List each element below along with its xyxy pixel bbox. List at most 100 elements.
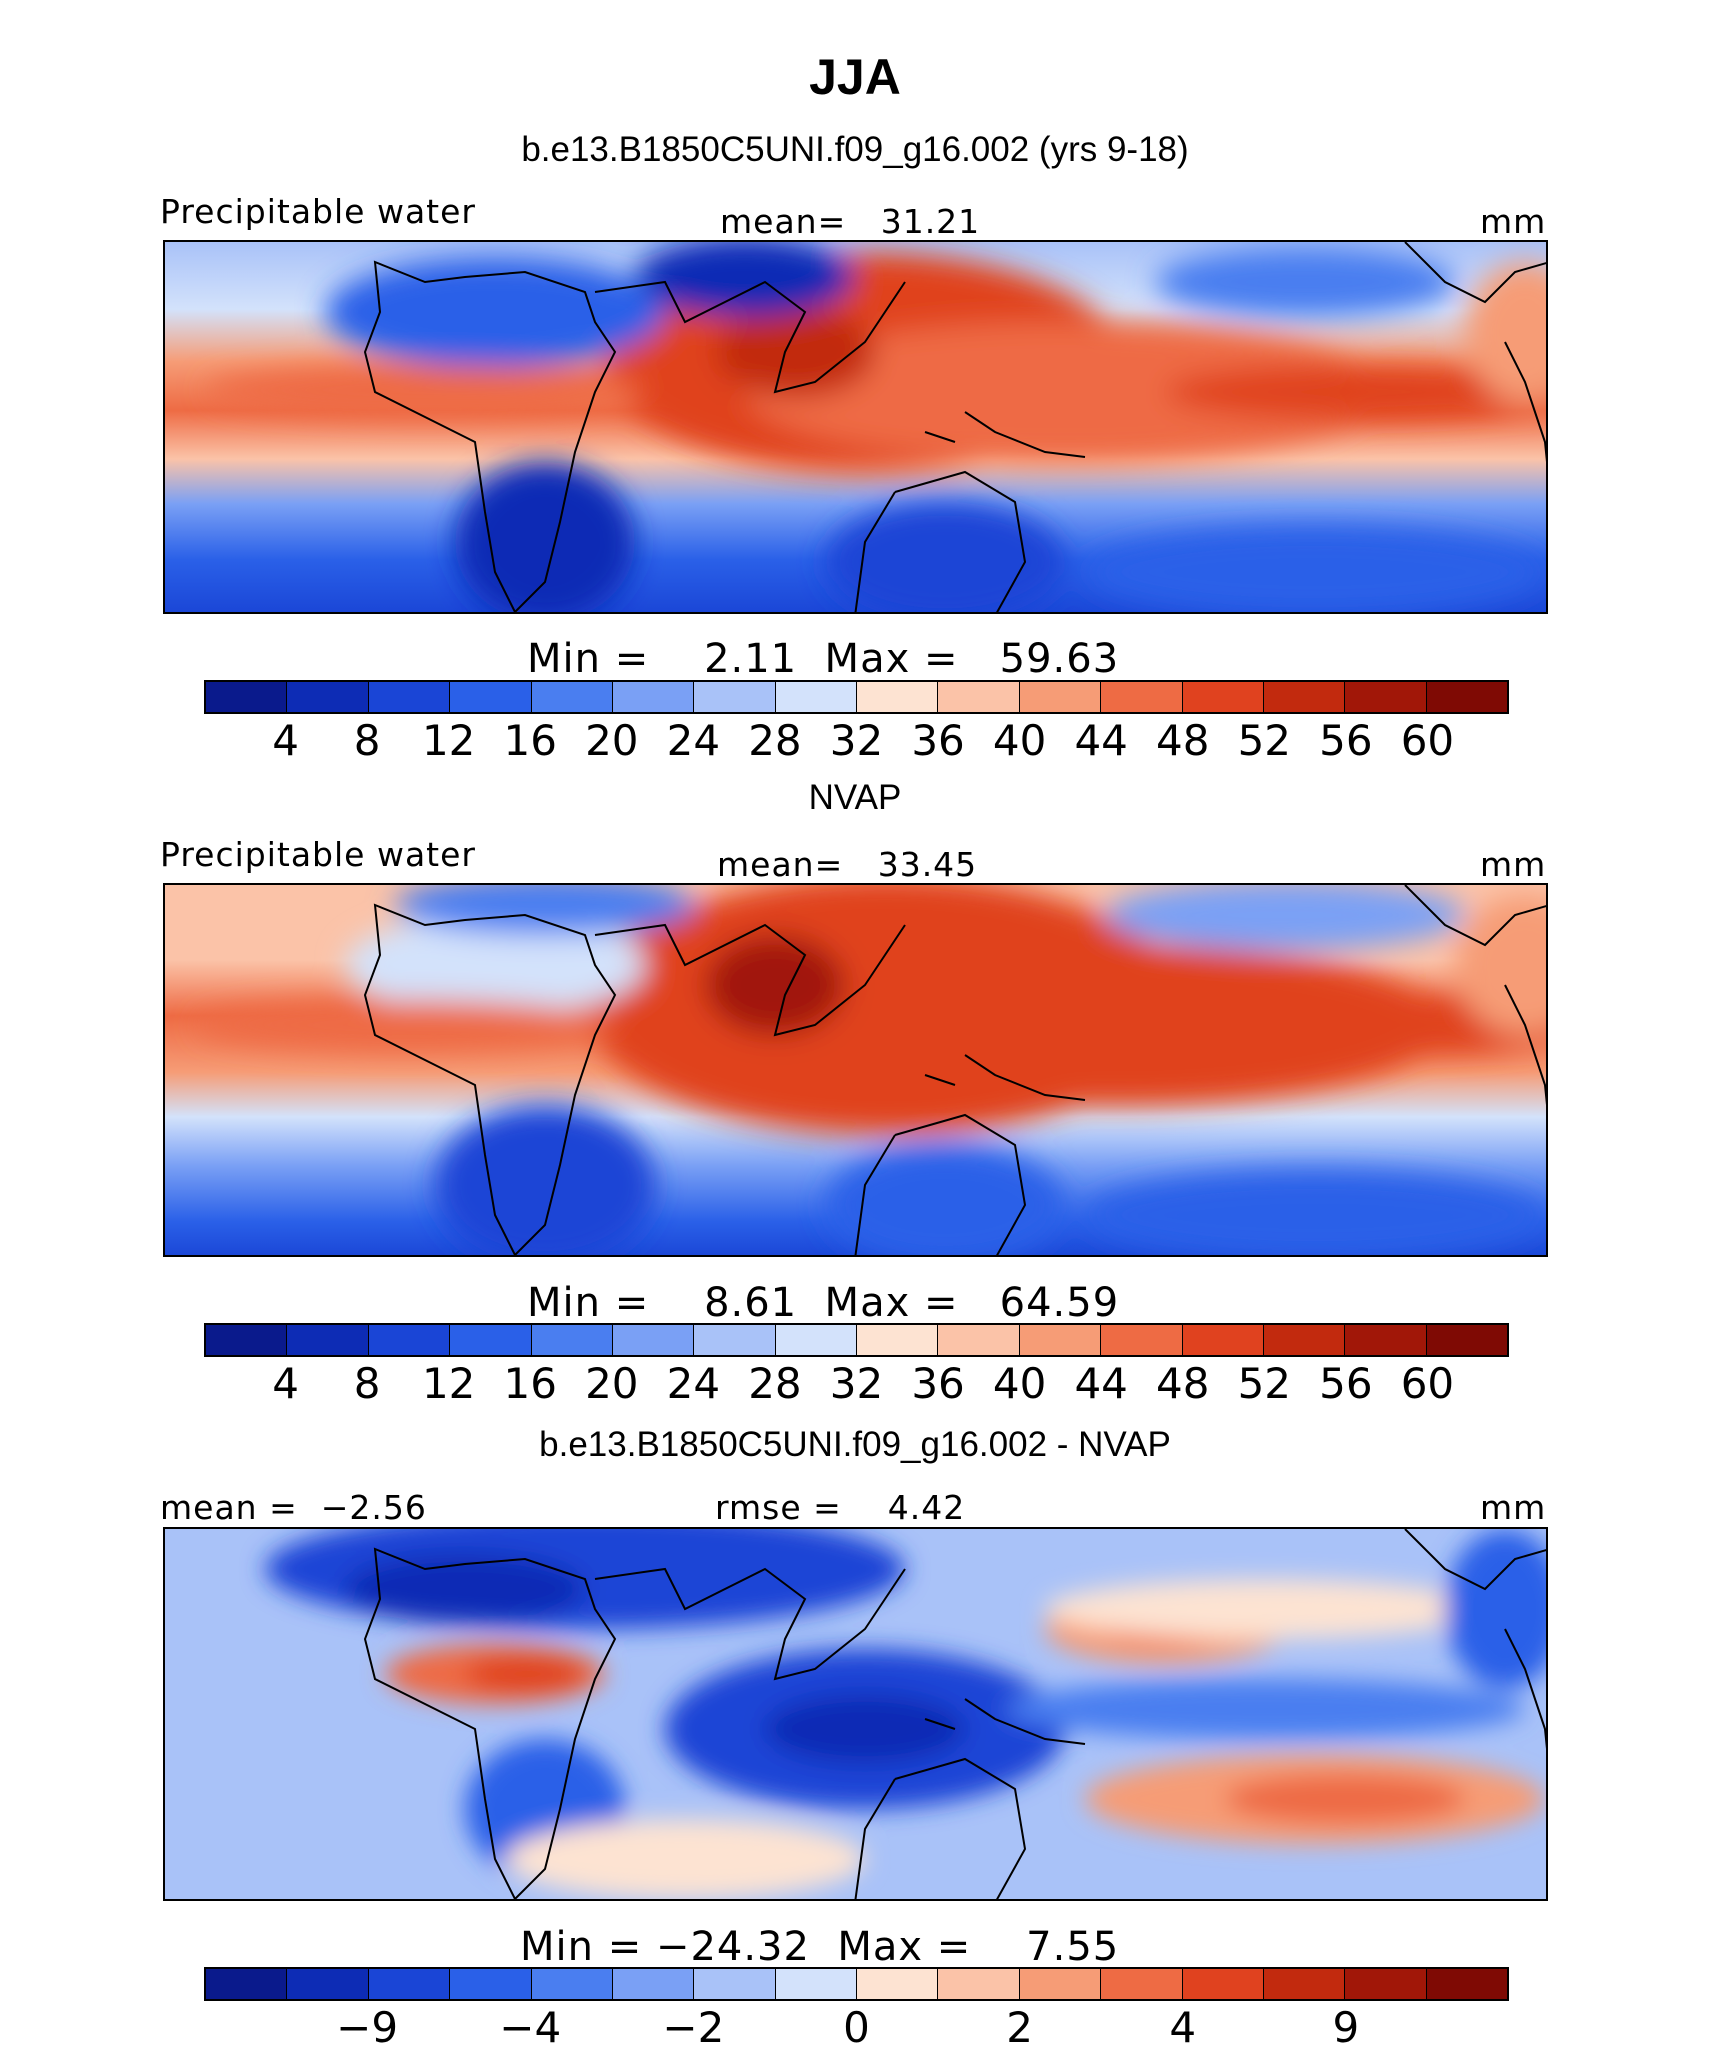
panel2-south-pacific xyxy=(1085,1170,1545,1255)
panel1-south-pacific xyxy=(1085,527,1545,612)
colorbar-cell xyxy=(694,1969,776,1999)
colorbar-cell xyxy=(1263,1969,1346,1999)
colorbar-cell xyxy=(206,682,288,712)
panel3-colorbar xyxy=(204,1967,1509,2001)
colorbar-tick-label: 24 xyxy=(666,1359,721,1408)
colorbar-cell xyxy=(206,1969,288,1999)
panel3-americas-dry xyxy=(1445,1529,1546,1689)
panel2-africa-coastline xyxy=(363,903,617,1255)
colorbar-cell xyxy=(1101,682,1183,712)
colorbar-cell xyxy=(612,1969,695,1999)
panel3-asia-coastline xyxy=(594,1567,906,1681)
panel2-maritime-continent xyxy=(924,1054,1086,1101)
panel1-left-label: Precipitable water xyxy=(160,192,476,231)
panel1-colorbar xyxy=(204,680,1509,714)
colorbar-tick-label: 52 xyxy=(1237,1359,1292,1408)
panel3-rmse-label: rmse = 4.42 xyxy=(715,1488,966,1527)
colorbar-tick-label: 36 xyxy=(911,1359,965,1408)
colorbar-cell xyxy=(1101,1969,1183,1999)
colorbar-cell xyxy=(368,682,451,712)
colorbar-cell xyxy=(1426,682,1507,712)
colorbar-cell xyxy=(368,1969,451,1999)
panel1-south-africa-dry xyxy=(455,462,635,612)
panel1-asia-coastline xyxy=(594,280,906,394)
colorbar-cell xyxy=(694,1325,776,1355)
panel1-africa-coastline xyxy=(363,260,617,612)
colorbar-cell xyxy=(857,1325,939,1355)
panel3-central-pacific-dry xyxy=(1005,1679,1525,1739)
panel3-mean-label: mean = −2.56 xyxy=(160,1488,427,1527)
colorbar-cell xyxy=(612,1325,695,1355)
colorbar-cell xyxy=(531,1969,613,1999)
panel2-north-pacific xyxy=(1105,885,1465,950)
colorbar-cell xyxy=(1263,682,1346,712)
panel1-sahara-dry xyxy=(325,257,665,367)
colorbar-cell xyxy=(287,1325,369,1355)
panel2-central-america xyxy=(1455,895,1546,1035)
panel1-mean-label: mean= 31.21 xyxy=(720,202,981,241)
colorbar-cell xyxy=(368,1325,451,1355)
panel3-sahel-moist-core xyxy=(465,1656,585,1692)
colorbar-cell xyxy=(287,1969,369,1999)
panel3-south-pacific-moist-core xyxy=(1225,1774,1465,1824)
colorbar-cell xyxy=(1182,1325,1264,1355)
colorbar-cell xyxy=(206,1325,288,1355)
colorbar-tick-label: 32 xyxy=(829,1359,884,1408)
panel2-left-label: Precipitable water xyxy=(160,835,476,874)
colorbar-cell xyxy=(531,682,613,712)
colorbar-cell xyxy=(450,1325,532,1355)
colorbar-tick-label: 40 xyxy=(992,1359,1047,1408)
colorbar-tick-label: 24 xyxy=(666,716,721,765)
panel3-title: b.e13.B1850C5UNI.f09_g16.002 - NVAP xyxy=(539,1425,1171,1464)
colorbar-tick-label: 32 xyxy=(829,716,884,765)
panel2-africa-itcz xyxy=(195,1000,615,1050)
colorbar-tick-label: 48 xyxy=(1156,716,1210,765)
colorbar-tick-label: 56 xyxy=(1319,1359,1373,1408)
colorbar-cell xyxy=(1101,1325,1183,1355)
colorbar-tick-label: 36 xyxy=(911,716,965,765)
colorbar-cell xyxy=(1019,1969,1102,1999)
colorbar-tick-label: −4 xyxy=(499,2003,562,2052)
panel2-australia-dry xyxy=(825,1145,1065,1255)
panel1-pacific-itcz xyxy=(1165,364,1546,420)
panel2-south-africa-dry xyxy=(435,1105,655,1255)
panel2-australia-coastline xyxy=(854,1113,1027,1255)
panel3-australia-coastline xyxy=(854,1757,1027,1899)
colorbar-cell xyxy=(857,682,939,712)
panel1-warm-pool xyxy=(745,322,1385,462)
panel1-maritime-continent xyxy=(924,411,1086,458)
panel3-units-label: mm xyxy=(1480,1488,1547,1527)
colorbar-cell xyxy=(1426,1969,1507,1999)
panel1-monsoon-core xyxy=(715,307,875,397)
panel2-minmax: Min = 8.61 Max = 64.59 xyxy=(527,1280,1120,1326)
colorbar-tick-label: 60 xyxy=(1400,716,1455,765)
panel1-africa-itcz xyxy=(205,365,645,415)
colorbar-tick-label: 12 xyxy=(421,716,476,765)
panel1-tibet-dry xyxy=(635,242,855,317)
panel1-central-america xyxy=(1465,262,1546,402)
colorbar-cell xyxy=(775,1325,857,1355)
colorbar-tick-label: 4 xyxy=(272,1359,299,1408)
panel2-asia-coastline xyxy=(594,923,906,1037)
colorbar-cell xyxy=(1263,1325,1346,1355)
colorbar-cell xyxy=(1345,1969,1427,1999)
panel2-mediterranean xyxy=(395,885,695,935)
colorbar-tick-label: 20 xyxy=(585,716,639,765)
colorbar-tick-label: 60 xyxy=(1400,1359,1455,1408)
panel3-maritime-dry-core xyxy=(765,1694,965,1764)
colorbar-tick-label: −9 xyxy=(336,2003,399,2052)
colorbar-cell xyxy=(938,1969,1020,1999)
panel3-africa-coastline xyxy=(363,1547,617,1899)
colorbar-tick-label: 16 xyxy=(503,1359,557,1408)
colorbar-cell xyxy=(1019,682,1102,712)
colorbar-tick-label: 4 xyxy=(1169,2003,1197,2052)
colorbar-cell xyxy=(612,682,695,712)
colorbar-tick-label: 28 xyxy=(748,716,802,765)
colorbar-tick-label: 4 xyxy=(272,716,299,765)
colorbar-tick-label: 40 xyxy=(992,716,1047,765)
panel2-mean-label: mean= 33.45 xyxy=(717,845,978,884)
colorbar-cell xyxy=(1019,1325,1102,1355)
panel1-units-label: mm xyxy=(1480,202,1547,241)
colorbar-cell xyxy=(287,682,369,712)
colorbar-cell xyxy=(450,1969,532,1999)
